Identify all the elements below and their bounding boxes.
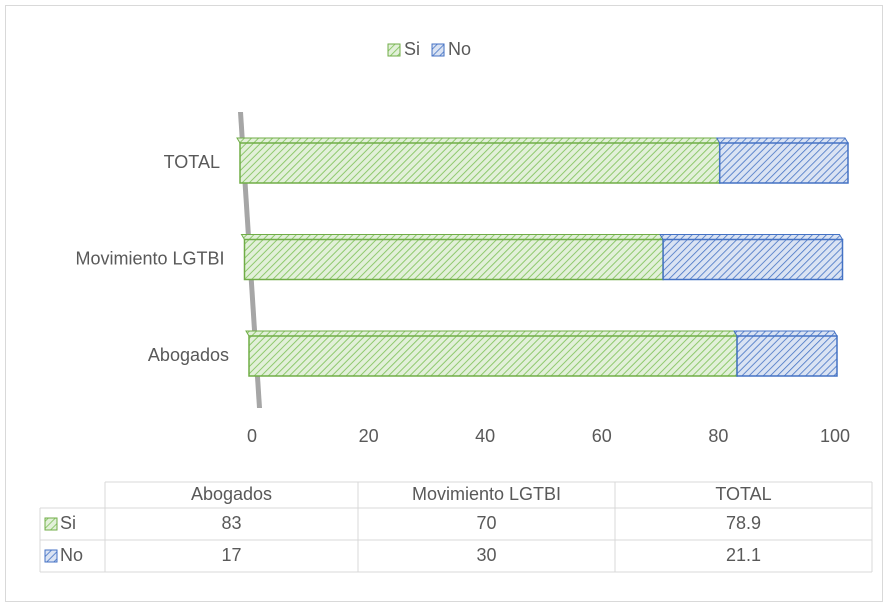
legend-key (44, 517, 58, 531)
table-header: Movimiento LGTBI (412, 484, 561, 504)
legend-label: Si (404, 39, 420, 59)
legend-label: No (448, 39, 471, 59)
bar-face (248, 335, 738, 377)
table-cell: 78.9 (726, 513, 761, 533)
table-row-label: Si (60, 513, 76, 533)
y-tick-label: TOTAL (164, 152, 220, 172)
x-tick-label: 80 (708, 426, 728, 446)
bar-face (243, 238, 664, 281)
table-cell: 17 (221, 545, 241, 565)
x-tick-label: 20 (359, 426, 379, 446)
legend-key (431, 43, 445, 57)
bar (245, 330, 738, 377)
x-tick-label: 40 (475, 426, 495, 446)
chart-border (5, 5, 883, 602)
table-header: Abogados (191, 484, 272, 504)
table-cell: 70 (476, 513, 496, 533)
table-cell: 21.1 (726, 545, 761, 565)
bar-face (718, 142, 849, 184)
bar (715, 137, 849, 184)
bar (733, 330, 838, 377)
table-row-label: No (60, 545, 83, 565)
bar (659, 234, 844, 281)
table-header: TOTAL (715, 484, 771, 504)
bar-face (239, 142, 721, 184)
bar-face (736, 335, 838, 377)
y-tick-label: Movimiento LGTBI (75, 248, 224, 268)
x-tick-label: 0 (247, 426, 257, 446)
bar (240, 234, 664, 281)
x-tick-label: 100 (820, 426, 850, 446)
table-cell: 30 (476, 545, 496, 565)
y-tick-label: Abogados (148, 345, 229, 365)
legend-key (387, 43, 401, 57)
x-tick-label: 60 (592, 426, 612, 446)
table-cell: 83 (221, 513, 241, 533)
bar-face (662, 238, 844, 281)
bar (236, 137, 721, 184)
legend-key (44, 549, 58, 563)
